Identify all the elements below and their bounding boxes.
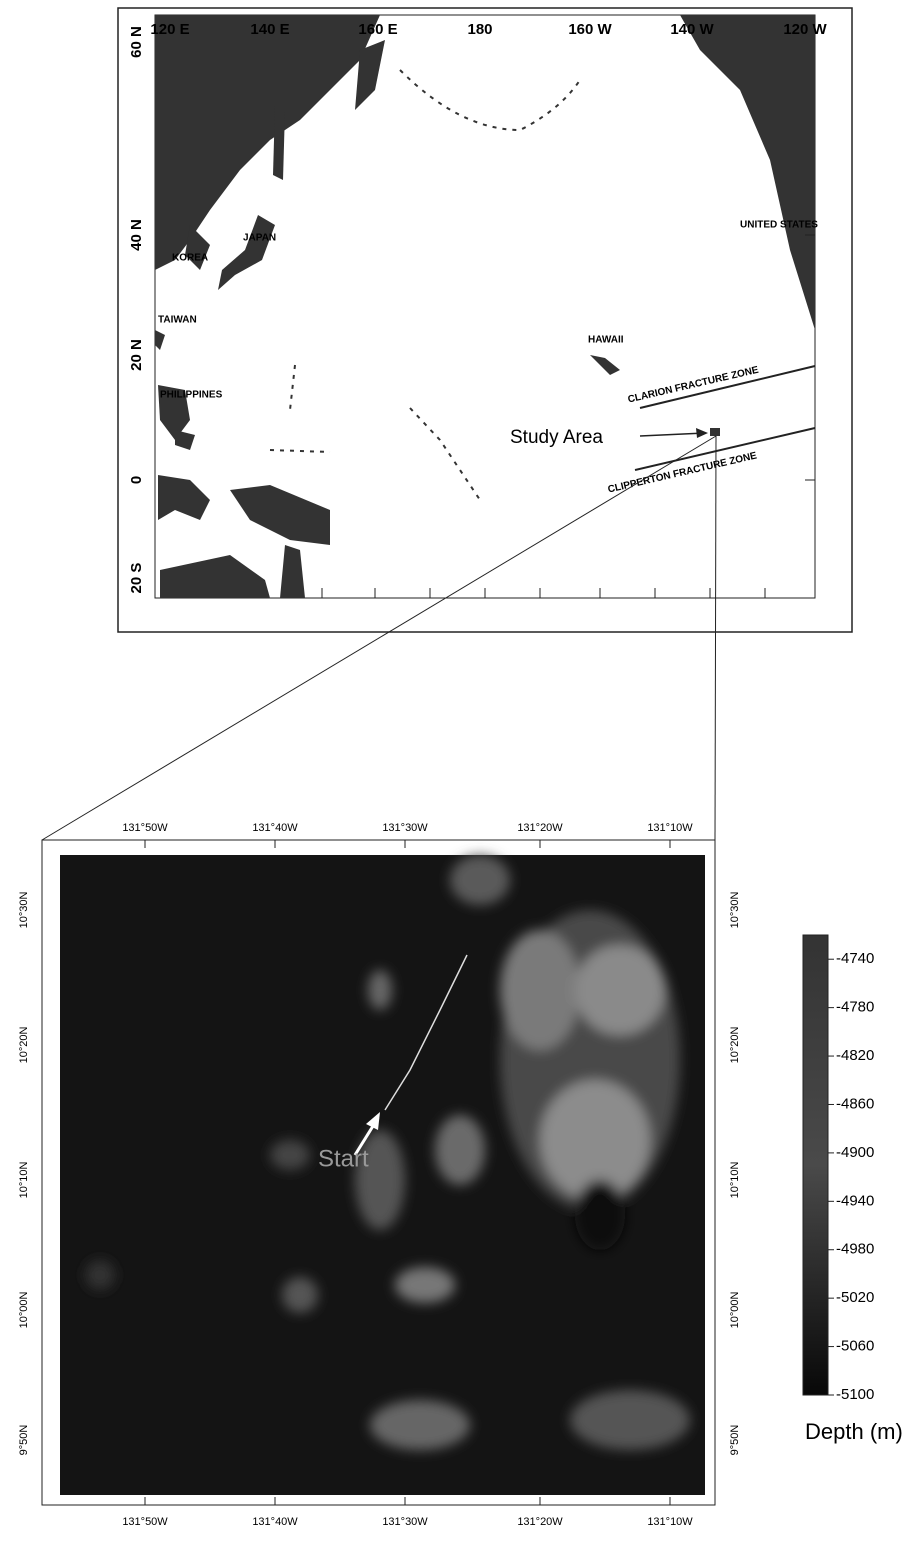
colorbar-tick-label: -4900: [836, 1144, 874, 1161]
colorbar-label: Depth (m): [805, 1419, 903, 1444]
longitude-label: 131°20W: [517, 1516, 563, 1528]
longitude-label: 131°10W: [647, 1516, 693, 1528]
longitude-label: 120 E: [150, 21, 189, 38]
longitude-label: 131°40W: [252, 1516, 298, 1528]
latitude-label: 10°10N: [729, 1162, 741, 1199]
land: [155, 15, 815, 598]
longitude-label: 131°30W: [382, 822, 428, 834]
latitude-label: 10°20N: [729, 1027, 741, 1064]
latitude-label: 10°30N: [729, 892, 741, 929]
longitude-label: 131°50W: [122, 1516, 168, 1528]
longitude-label: 131°40W: [252, 822, 298, 834]
latitude-label: 40 N: [128, 219, 145, 251]
study-area-arrow: [639, 432, 706, 437]
study-area-label: Study Area: [510, 427, 603, 448]
longitude-label: 180: [467, 21, 492, 38]
longitude-label: 131°50W: [122, 822, 168, 834]
colorbar-tick-label: -4820: [836, 1047, 874, 1064]
place-label: UNITED STATES: [740, 220, 818, 231]
colorbar-tick-label: -4980: [836, 1241, 874, 1258]
place-label: PHILIPPINES: [160, 390, 223, 401]
colorbar-tick-label: -4860: [836, 1095, 874, 1112]
latitude-label: 10°20N: [18, 1027, 30, 1064]
latitude-label: 10°10N: [18, 1162, 30, 1199]
latitude-label: 10°30N: [18, 892, 30, 929]
overview-ticks: [321, 234, 815, 598]
longitude-label: 120 W: [783, 21, 827, 38]
bathymetry-highs: [85, 855, 690, 1450]
latitude-label: 60 N: [128, 26, 145, 58]
latitude-label: 0: [128, 476, 145, 484]
colorbar-tick-label: -4940: [836, 1192, 874, 1209]
start-label: Start: [318, 1145, 369, 1172]
island-chains: [269, 69, 581, 501]
longitude-label: 131°10W: [647, 822, 693, 834]
latitude-label: 10°00N: [729, 1292, 741, 1329]
place-label: HAWAII: [588, 335, 624, 346]
ship-track: [384, 954, 468, 1111]
longitude-label: 131°30W: [382, 1516, 428, 1528]
colorbar-tick-label: -4780: [836, 999, 874, 1016]
longitude-label: 160 E: [358, 21, 397, 38]
place-label: TAIWAN: [158, 315, 197, 326]
connector-line: [714, 435, 717, 841]
place-label: JAPAN: [243, 233, 276, 244]
colorbar-tick-label: -4740: [836, 950, 874, 967]
colorbar-tick-label: -5060: [836, 1338, 874, 1355]
fracture-zone-lines: [634, 365, 816, 471]
arrowhead: [696, 428, 708, 438]
connector-line: [41, 435, 717, 841]
latitude-label: 20 N: [128, 339, 145, 371]
colorbar: [802, 934, 829, 1396]
longitude-label: 140 E: [250, 21, 289, 38]
latitude-label: 9°50N: [18, 1425, 30, 1456]
arrowhead: [366, 1112, 380, 1130]
latitude-label: 20 S: [128, 563, 145, 594]
place-label: KOREA: [172, 253, 208, 264]
latitude-label: 10°00N: [18, 1292, 30, 1329]
longitude-label: 140 W: [670, 21, 714, 38]
longitude-label: 160 W: [568, 21, 612, 38]
colorbar-tick-label: -5020: [836, 1289, 874, 1306]
latitude-label: 9°50N: [729, 1425, 741, 1456]
longitude-label: 131°20W: [517, 822, 563, 834]
colorbar-tick-label: -5100: [836, 1386, 874, 1403]
